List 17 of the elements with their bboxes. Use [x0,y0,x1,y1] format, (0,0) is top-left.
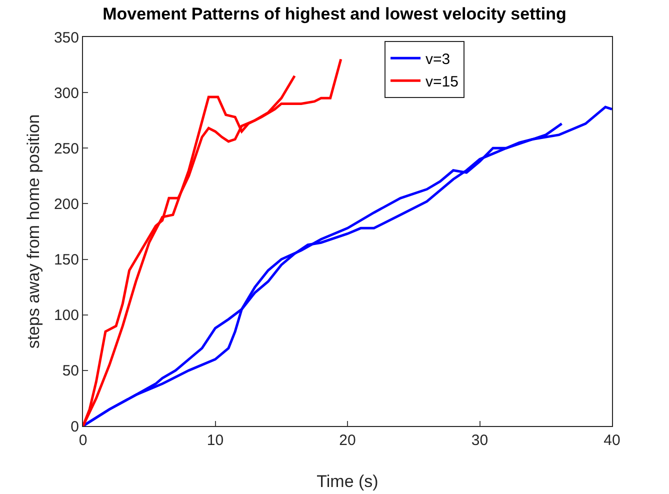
x-tick-label: 40 [604,432,620,449]
y-tick-label: 150 [54,252,79,269]
y-axis-title: steps away from home position [24,114,43,349]
x-tick-label: 30 [471,432,488,449]
y-tick-label: 50 [62,362,79,380]
y-tick-label: 350 [54,29,79,46]
y-tick-label: 300 [54,84,79,102]
legend-label: v=15 [426,73,458,90]
x-axis-title: Time (s) [316,472,378,491]
x-tick-label: 20 [339,432,356,449]
y-tick-label: 0 [70,418,79,436]
y-tick-label: 100 [54,307,79,324]
chart-title: Movement Patterns of highest and lowest velocity setting [102,4,566,24]
x-tick-label: 10 [206,432,224,449]
y-tick-label: 200 [54,196,79,213]
y-tick-label: 250 [54,140,79,158]
legend-label: v=3 [426,50,450,68]
